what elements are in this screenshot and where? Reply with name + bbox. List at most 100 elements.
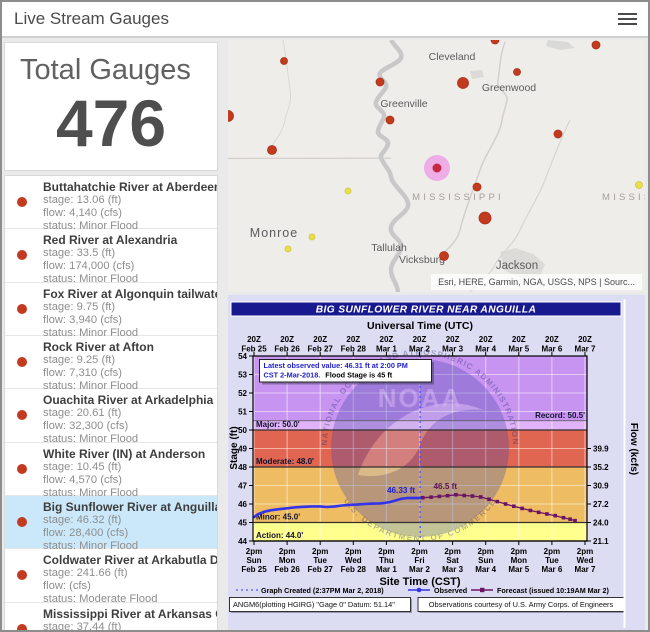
flood-zone-label: Record: 50.5' <box>535 411 585 420</box>
svg-text:Observations courtesy of U.S.: Observations courtesy of U.S. Army Corps… <box>429 600 614 609</box>
forecast-point <box>421 495 425 500</box>
gauge-map-marker-red[interactable] <box>457 77 469 89</box>
forecast-point <box>445 493 450 498</box>
gauge-stage: stage: 46.32 (ft) <box>43 514 122 527</box>
map-panel[interactable]: Cleveland Greenwood Greenville Monroe Tallul… <box>228 40 645 292</box>
gauge-map-marker-red[interactable] <box>553 129 563 139</box>
forecast-point <box>528 508 533 513</box>
svg-text:2pm: 2pm <box>411 547 427 556</box>
gauge-map-marker-yellow[interactable] <box>308 233 316 241</box>
gauge-map-marker-red[interactable] <box>280 57 288 65</box>
svg-text:Thu: Thu <box>379 556 394 565</box>
gauge-list-item[interactable]: Big Sunflower River at Anguilla stage: 46… <box>5 496 217 552</box>
svg-text:24.0: 24.0 <box>593 518 609 527</box>
gauge-name: Red River at Alexandria <box>43 233 178 248</box>
gauge-list-item[interactable]: Rock River at Afton stage: 9.25 (ft) flow:… <box>5 336 217 392</box>
svg-text:Wed: Wed <box>577 556 594 565</box>
map-city-label: Jackson <box>496 260 538 272</box>
forecast-point <box>437 494 442 499</box>
status-dot-icon <box>17 197 27 207</box>
svg-text:Sat: Sat <box>446 556 459 565</box>
svg-text:20Z: 20Z <box>346 335 360 344</box>
gauge-map-marker-red[interactable] <box>490 40 500 45</box>
svg-text:2pm: 2pm <box>378 547 394 556</box>
basemap[interactable]: Cleveland Greenwood Greenville Monroe Tallul… <box>228 40 645 292</box>
gauge-map-marker-red[interactable] <box>375 77 385 87</box>
gauge-list-item[interactable]: Coldwater River at Arkabutla Dam stage: 2… <box>5 549 217 605</box>
svg-text:20Z: 20Z <box>578 335 592 344</box>
gauge-name: Buttahatchie River at Aberdeen <box>43 180 218 194</box>
forecast-point <box>470 494 475 498</box>
svg-text:20Z: 20Z <box>313 335 327 344</box>
svg-text:Mar 5: Mar 5 <box>508 565 529 574</box>
svg-text:20Z: 20Z <box>280 335 294 344</box>
observed-line <box>252 496 422 519</box>
svg-text:52: 52 <box>238 389 247 398</box>
svg-text:2pm: 2pm <box>246 547 262 556</box>
gauge-map-marker-red[interactable] <box>385 115 395 125</box>
gauge-flow: flow: 32,300 (cfs) <box>43 420 129 433</box>
gauge-map-marker-red[interactable] <box>228 110 234 122</box>
svg-text:Sun: Sun <box>478 556 493 565</box>
svg-text:54: 54 <box>238 352 247 361</box>
gauge-map-marker-yellow[interactable] <box>344 187 352 195</box>
svg-text:Mar 4: Mar 4 <box>475 345 496 354</box>
gauge-status: status: Minor Flood <box>43 273 139 286</box>
gauge-map-marker-red[interactable] <box>472 182 482 192</box>
forecast-point <box>478 495 483 499</box>
gauge-list-item[interactable]: Red River at Alexandria stage: 33.5 (ft) f… <box>5 229 217 285</box>
river-path-tributary <box>267 40 291 153</box>
gauge-map-marker-red[interactable] <box>591 40 601 50</box>
svg-text:35.2: 35.2 <box>593 463 609 472</box>
forecast-peak-label: 46.5 ft <box>433 482 457 491</box>
svg-text:Tue: Tue <box>545 556 559 565</box>
map-city-label: Greenville <box>380 98 427 110</box>
svg-text:21.1: 21.1 <box>593 537 609 546</box>
forecast-point <box>573 518 577 523</box>
svg-text:Mar 2: Mar 2 <box>409 565 430 574</box>
gauge-map-marker-yellow[interactable] <box>635 181 643 189</box>
svg-text:20Z: 20Z <box>479 335 493 344</box>
map-city-label: Cleveland <box>429 51 476 63</box>
svg-text:20Z: 20Z <box>247 335 261 344</box>
gauge-map-marker-red[interactable] <box>267 145 277 155</box>
svg-text:2pm: 2pm <box>345 547 361 556</box>
svg-text:2pm: 2pm <box>279 547 295 556</box>
map-city-label: Monroe <box>250 226 298 240</box>
gauge-map-marker-red[interactable] <box>513 68 521 76</box>
gauge-status: status: Minor Flood <box>43 219 139 232</box>
svg-text:2pm: 2pm <box>312 547 328 556</box>
svg-text:Mon: Mon <box>279 556 296 565</box>
map-city-label: MISSISSIPPI <box>412 192 504 203</box>
svg-text:Mar 3: Mar 3 <box>442 345 463 354</box>
gauge-stage: stage: 9.75 (ft) <box>43 300 116 313</box>
gauge-map-marker-yellow[interactable] <box>284 245 292 253</box>
svg-text:Feb 27: Feb 27 <box>308 565 334 574</box>
svg-text:2pm: 2pm <box>444 547 460 556</box>
gauge-map-marker-red[interactable] <box>478 211 492 225</box>
gauge-status: status: Minor Flood <box>43 379 139 392</box>
map-city-label: Vicksburg <box>399 254 445 266</box>
gauge-list: Buttahatchie River at Aberdeen stage: 13.… <box>4 175 218 631</box>
page-title: Live Stream Gauges <box>14 9 169 28</box>
menu-icon[interactable] <box>618 13 637 26</box>
svg-text:Latest observed value: 46.31 f: Latest observed value: 46.31 ft at 2:00 … <box>264 361 408 370</box>
gauge-list-item[interactable]: Fox River at Algonquin tailwater stage: 9… <box>5 283 217 339</box>
svg-text:Sun: Sun <box>246 556 261 565</box>
gauge-name: White River (IN) at Anderson <box>43 446 206 461</box>
forecast-point <box>561 515 566 520</box>
river-path-yazoo <box>443 41 508 254</box>
svg-text:Mar 3: Mar 3 <box>442 565 463 574</box>
selected-gauge-marker[interactable] <box>432 163 442 173</box>
svg-text:Feb 26: Feb 26 <box>274 345 300 354</box>
svg-text:2pm: 2pm <box>544 547 560 556</box>
gauge-map-marker-red[interactable] <box>439 251 449 261</box>
total-gauges-card: Total Gauges 476 <box>4 42 218 171</box>
gauge-list-item[interactable]: White River (IN) at Anderson stage: 10.45… <box>5 443 217 499</box>
gauge-stage: stage: 13.06 (ft) <box>43 194 122 206</box>
gauge-list-item[interactable]: Buttahatchie River at Aberdeen stage: 13.… <box>5 176 218 232</box>
gauge-list-item[interactable]: Mississippi River at Arkansas Citystage:… <box>5 603 217 630</box>
gauge-list-item[interactable]: Ouachita River at Arkadelphia stage: 20.6… <box>5 389 217 445</box>
